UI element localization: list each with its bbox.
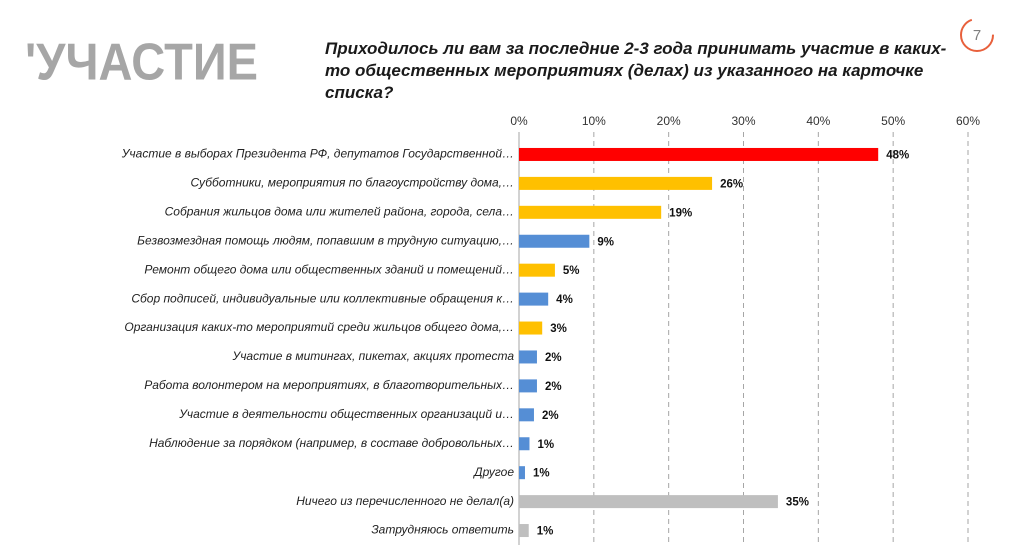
page-number: 7 xyxy=(973,27,981,44)
data-label: 5% xyxy=(563,265,580,277)
y-tick-label: Участие в митингах, пикетах, акциях прот… xyxy=(232,349,515,363)
y-tick-label: Другое xyxy=(472,465,514,479)
data-label: 48% xyxy=(886,149,909,161)
bar xyxy=(519,495,778,509)
data-label: 35% xyxy=(786,497,809,509)
y-tick-label: Участие в деятельности общественных орга… xyxy=(178,407,514,421)
data-label: 1% xyxy=(537,439,554,451)
y-tick-label: Организация каких-то мероприятий среди ж… xyxy=(124,320,514,334)
y-tick-label: Субботники, мероприятия по благоустройст… xyxy=(191,176,515,190)
chart-title: Приходилось ли вам за последние 2-3 года… xyxy=(325,39,947,102)
x-tick-label: 20% xyxy=(657,114,681,128)
section-heading: 'УЧАСТИЕ xyxy=(25,34,258,92)
y-tick-label: Ничего из перечисленного не делал(а) xyxy=(296,494,514,508)
x-tick-label: 30% xyxy=(731,114,755,128)
data-label: 2% xyxy=(545,381,562,393)
bar xyxy=(519,408,534,422)
x-tick-label: 40% xyxy=(806,114,830,128)
y-tick-label: Сбор подписей, индивидуальные или коллек… xyxy=(131,291,514,305)
data-label: 3% xyxy=(550,323,567,335)
bar xyxy=(519,147,879,161)
data-label: 1% xyxy=(533,468,550,480)
y-tick-label: Наблюдение за порядком (например, в сост… xyxy=(149,436,514,450)
data-label: 19% xyxy=(669,207,692,219)
bar xyxy=(519,292,549,306)
data-label: 2% xyxy=(545,352,562,364)
y-tick-label: Затрудняюсь ответить xyxy=(371,523,514,537)
x-tick-label: 50% xyxy=(881,114,905,128)
page-badge xyxy=(960,18,994,52)
y-tick-label: Участие в выборах Президента РФ, депутат… xyxy=(121,147,514,161)
bar xyxy=(519,437,530,451)
data-label: 4% xyxy=(556,294,573,306)
bar xyxy=(519,321,543,335)
bar xyxy=(519,176,713,190)
x-tick-label: 0% xyxy=(510,114,528,128)
data-label: 2% xyxy=(542,410,559,422)
x-tick-label: 60% xyxy=(956,114,980,128)
y-tick-label: Ремонт общего дома или общественных здан… xyxy=(144,262,514,276)
bar xyxy=(519,234,590,248)
bar xyxy=(519,379,537,393)
bar xyxy=(519,524,529,538)
y-tick-label: Работа волонтером на мероприятиях, в бла… xyxy=(144,378,514,392)
bar xyxy=(519,263,555,277)
y-tick-label: Безвозмездная помощь людям, попавшим в т… xyxy=(137,233,514,247)
data-label: 9% xyxy=(597,236,614,248)
bar xyxy=(519,466,525,480)
data-label: 1% xyxy=(537,526,554,538)
x-tick-label: 10% xyxy=(582,114,606,128)
bar xyxy=(519,205,662,219)
bar xyxy=(519,350,537,364)
y-tick-label: Собрания жильцов дома или жителей района… xyxy=(165,204,514,218)
data-label: 26% xyxy=(720,178,743,190)
